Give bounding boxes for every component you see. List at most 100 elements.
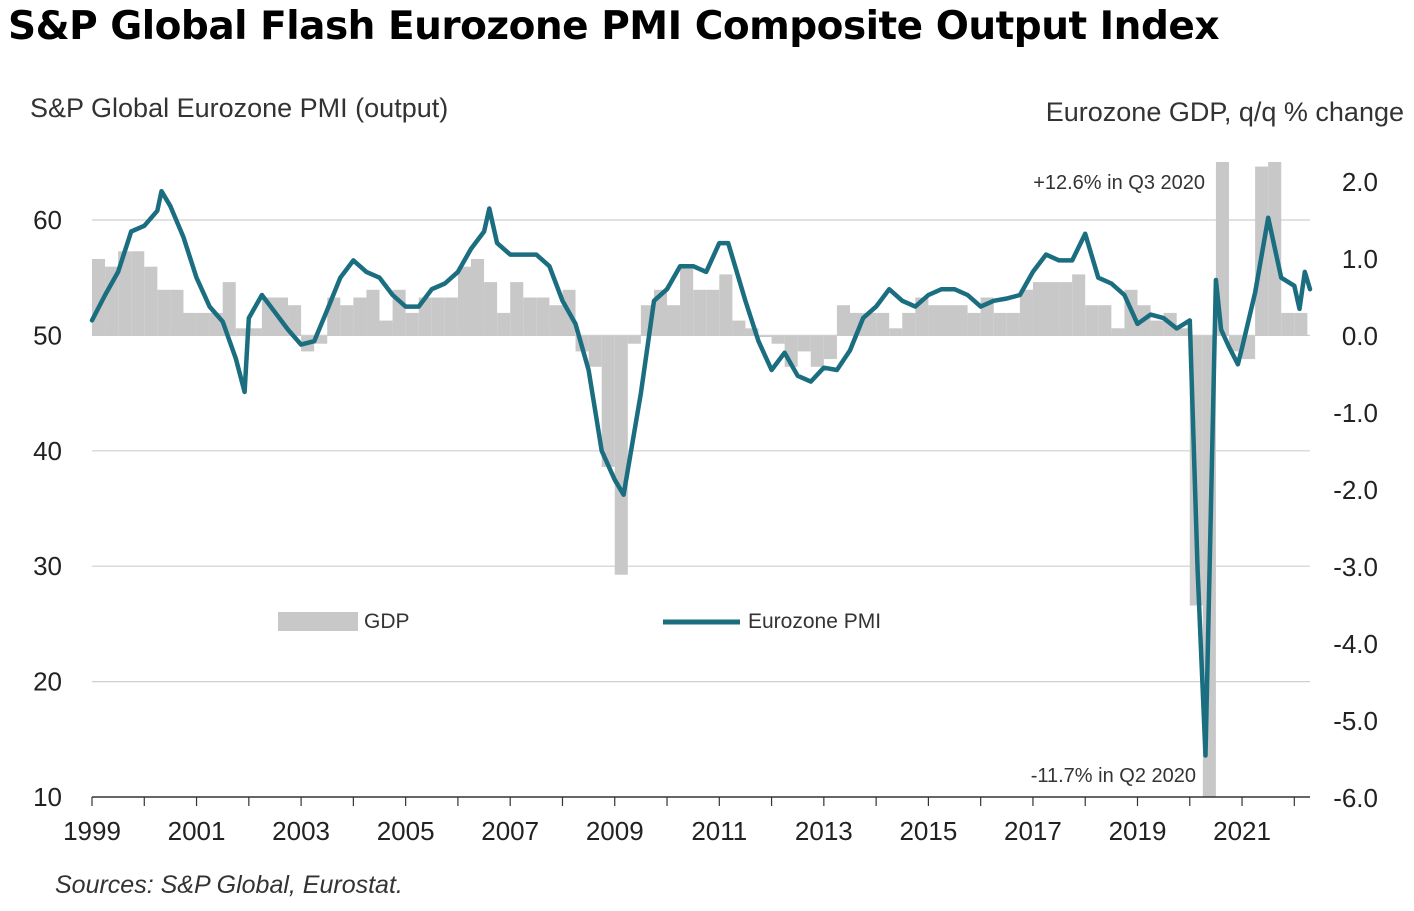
right-tick-label: 0.0 — [1342, 321, 1378, 351]
right-tick-label: 1.0 — [1342, 244, 1378, 274]
legend-pmi-label: Eurozone PMI — [748, 610, 881, 633]
gdp-bar — [680, 266, 694, 336]
gdp-bar — [706, 289, 720, 336]
gdp-bar — [314, 336, 328, 344]
gdp-bar — [484, 282, 498, 336]
right-tick-label: -4.0 — [1333, 629, 1378, 659]
gdp-bar — [105, 266, 119, 336]
right-tick-label: -3.0 — [1333, 552, 1378, 582]
chart-title: S&P Global Flash Eurozone PMI Composite … — [8, 4, 1219, 49]
gdp-bar — [1111, 328, 1125, 336]
gdp-bar — [353, 297, 367, 336]
gdp-bar — [758, 336, 772, 337]
gdp-bar — [810, 336, 824, 367]
gdp-bar — [889, 328, 903, 336]
gdp-bar — [536, 297, 550, 336]
gridlines — [92, 219, 1310, 683]
gdp-bar — [196, 312, 210, 336]
gdp-bar — [1046, 282, 1060, 336]
gdp-bar — [1085, 305, 1099, 336]
gdp-bar — [497, 312, 511, 336]
axes — [91, 796, 1310, 806]
x-tick-label: 2009 — [586, 816, 644, 846]
gdp-bar — [823, 336, 837, 360]
right-tick-label: 2.0 — [1342, 167, 1378, 197]
gdp-bar — [601, 336, 615, 467]
gdp-bar — [627, 336, 641, 344]
left-tick-label: 10 — [33, 782, 62, 812]
annotation-q2-2020: -11.7% in Q2 2020 — [1031, 765, 1196, 787]
gdp-bar — [418, 297, 432, 336]
right-tick-label: -6.0 — [1333, 783, 1378, 813]
pmi-line-group — [89, 188, 1313, 758]
gdp-bar — [719, 274, 733, 336]
legend-gdp-label: GDP — [364, 610, 410, 633]
gdp-bar — [131, 251, 145, 336]
gdp-bar — [693, 289, 707, 336]
gdp-bar — [667, 305, 681, 336]
gdp-bar — [288, 305, 302, 336]
x-tick-label: 1999 — [63, 816, 121, 846]
labels: 1999 2001 2003 2005 2007 2009 2011 2013 2015 2017… — [30, 93, 1404, 846]
gdp-bar — [1228, 336, 1243, 352]
gdp-bar — [157, 289, 171, 336]
gdp-bar — [510, 282, 524, 336]
x-tick-label: 2019 — [1109, 816, 1167, 846]
source-note: Sources: S&P Global, Eurostat. — [55, 871, 403, 899]
left-axis-label: S&P Global Eurozone PMI (output) — [30, 93, 448, 123]
gdp-bar — [614, 336, 628, 575]
gdp-bars — [92, 162, 1308, 797]
right-tick-label: -1.0 — [1333, 398, 1378, 428]
gdp-bar — [1098, 305, 1112, 336]
gdp-bar — [222, 282, 236, 336]
gdp-bar — [588, 336, 602, 367]
x-tick-label: 2005 — [377, 816, 435, 846]
gdp-bar — [1059, 282, 1073, 336]
gdp-bar — [732, 320, 746, 336]
gdp-bar — [405, 312, 419, 336]
gdp-bar — [248, 328, 262, 336]
gdp-bar — [836, 305, 850, 336]
x-tick-label: 2007 — [481, 816, 539, 846]
gdp-bar — [902, 312, 916, 336]
x-tick-label: 2015 — [899, 816, 957, 846]
gdp-bar — [941, 305, 955, 336]
gdp-bar — [954, 305, 968, 336]
gdp-bar — [444, 297, 458, 336]
legend: GDP Eurozone PMI — [278, 610, 881, 633]
gdp-bar — [1294, 312, 1308, 336]
gdp-bar — [993, 312, 1007, 336]
gdp-bar — [170, 289, 184, 336]
gdp-bar — [523, 297, 537, 336]
gdp-bar — [928, 305, 942, 336]
gdp-bar — [771, 336, 785, 344]
legend-gdp-swatch — [278, 612, 358, 631]
gdp-bar — [1032, 282, 1047, 336]
x-tick-label: 2017 — [1004, 816, 1062, 846]
gdp-bar — [379, 320, 393, 336]
right-tick-label: -2.0 — [1333, 475, 1378, 505]
gdp-bar — [745, 328, 759, 336]
pmi-line — [89, 188, 1313, 758]
left-tick-label: 60 — [33, 205, 62, 235]
gdp-bar — [967, 312, 981, 336]
gdp-bar — [915, 297, 929, 336]
gdp-bar — [470, 259, 485, 336]
gdp-bar — [457, 266, 471, 336]
gdp-bar — [1072, 274, 1086, 336]
gdp-bar — [366, 289, 380, 336]
right-axis-label: Eurozone GDP, q/q % change — [1046, 97, 1404, 127]
left-tick-label: 30 — [33, 551, 62, 581]
gdp-bar — [797, 336, 811, 352]
gdp-bar — [863, 312, 877, 336]
gdp-bar — [118, 251, 132, 336]
gdp-bar — [1019, 289, 1033, 336]
left-tick-label: 50 — [33, 320, 62, 350]
annotation-q3-2020: +12.6% in Q3 2020 — [1033, 172, 1205, 194]
gdp-bar — [653, 289, 668, 336]
left-tick-label: 20 — [33, 667, 62, 697]
gdp-bar — [1006, 312, 1020, 336]
gdp-bar — [1281, 312, 1295, 336]
gdp-bar — [235, 328, 249, 336]
